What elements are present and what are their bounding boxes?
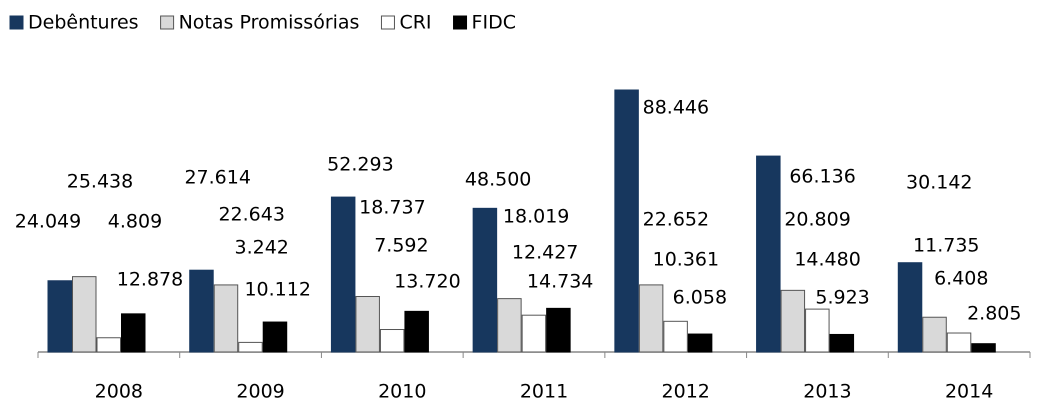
bar <box>497 298 522 353</box>
data-label: 18.737 <box>359 197 425 219</box>
bar <box>614 89 639 353</box>
legend-label: CRI <box>399 12 431 34</box>
bar <box>922 316 947 353</box>
bar <box>687 333 713 353</box>
data-label: 14.480 <box>794 249 860 271</box>
data-label: 22.652 <box>643 209 709 231</box>
data-label: 14.734 <box>527 271 593 293</box>
data-label: 27.614 <box>184 167 250 189</box>
bar <box>946 332 972 353</box>
data-label: 13.720 <box>394 271 460 293</box>
data-label: 5.923 <box>815 287 869 309</box>
bar <box>472 207 498 353</box>
legend-swatch <box>9 15 24 30</box>
data-label: 25.438 <box>67 171 133 193</box>
data-label: 66.136 <box>789 166 855 188</box>
x-tick-label: 2012 <box>662 381 710 403</box>
bar <box>96 337 121 353</box>
legend-swatch <box>380 15 395 30</box>
data-label: 6.058 <box>673 287 727 309</box>
bar <box>355 295 380 353</box>
x-tick-label: 2013 <box>803 381 851 403</box>
bar <box>971 343 996 353</box>
bar <box>756 155 781 353</box>
bar <box>805 308 830 353</box>
data-label: 30.142 <box>906 172 972 194</box>
bar <box>897 262 923 353</box>
data-label: 7.592 <box>374 235 428 257</box>
data-label: 24.049 <box>15 211 81 233</box>
data-label: 6.408 <box>934 268 988 290</box>
bar <box>330 196 356 353</box>
bar <box>47 280 72 353</box>
data-label: 10.361 <box>653 249 719 271</box>
data-label: 88.446 <box>643 97 709 119</box>
data-label: 48.500 <box>465 169 531 191</box>
legend-label: Notas Promissórias <box>179 12 360 34</box>
x-tick-label: 2008 <box>95 381 143 403</box>
data-label: 2.805 <box>967 303 1021 325</box>
bar <box>213 284 239 353</box>
legend-swatch <box>453 15 468 30</box>
data-label: 18.019 <box>503 206 569 228</box>
bar <box>72 276 97 353</box>
bar <box>638 284 664 353</box>
bar <box>121 313 146 353</box>
x-tick-label: 2014 <box>945 381 993 403</box>
data-label: 20.809 <box>784 209 850 231</box>
bar <box>404 310 429 353</box>
bar <box>262 321 288 353</box>
legend-label: Debêntures <box>28 12 139 34</box>
data-label: 52.293 <box>327 154 393 176</box>
data-label: 12.878 <box>117 269 183 291</box>
bar <box>829 333 855 353</box>
data-label: 12.427 <box>512 242 578 264</box>
data-label: 10.112 <box>244 279 310 301</box>
bar <box>546 307 571 353</box>
x-tick-label: 2011 <box>520 381 568 403</box>
bar <box>379 329 405 353</box>
bar <box>521 314 547 353</box>
x-tick-label: 2010 <box>378 381 426 403</box>
data-label: 4.809 <box>108 211 162 233</box>
data-label: 3.242 <box>235 237 289 259</box>
data-label: 11.735 <box>913 235 979 257</box>
bar <box>189 269 214 353</box>
x-tick-label: 2009 <box>236 381 284 403</box>
bar <box>663 320 688 353</box>
legend-swatch <box>160 15 175 30</box>
bar <box>238 341 263 353</box>
bar <box>780 289 806 353</box>
legend-label: FIDC <box>472 12 516 34</box>
data-label: 22.643 <box>218 204 284 226</box>
